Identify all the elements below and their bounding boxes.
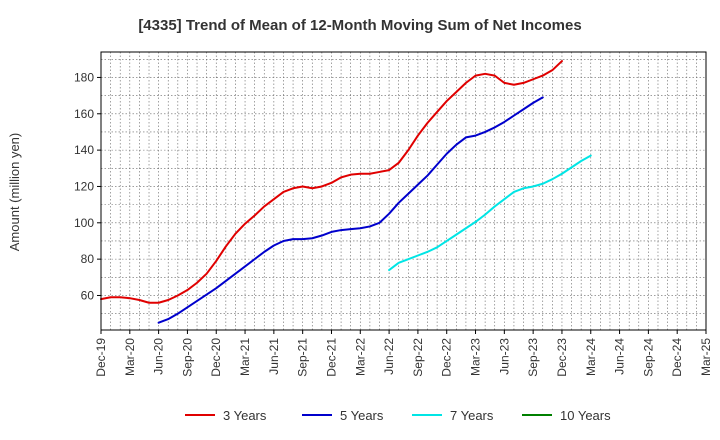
x-tick-label: Jun-22 bbox=[382, 338, 396, 375]
legend-label: 7 Years bbox=[450, 408, 494, 423]
x-tick-label: Mar-20 bbox=[123, 338, 137, 376]
series-line bbox=[157, 96, 544, 324]
x-tick-label: Dec-20 bbox=[209, 338, 223, 377]
y-tick-label: 140 bbox=[74, 143, 94, 157]
legend-label: 3 Years bbox=[223, 408, 267, 423]
plot-series bbox=[100, 60, 592, 324]
x-tick-label: Jun-21 bbox=[267, 338, 281, 375]
grid bbox=[100, 52, 707, 330]
x-tick-label: Sep-20 bbox=[180, 338, 194, 377]
x-axis-ticks: Dec-19 Mar-20 Jun-20 Sep-20 Dec-20 Mar-21 Jun-… bbox=[94, 330, 713, 377]
y-tick-label: 180 bbox=[74, 70, 94, 84]
y-axis-ticks: 60 80 100 120 140 160 180 bbox=[74, 70, 101, 302]
x-tick-label: Mar-23 bbox=[469, 338, 483, 376]
x-tick-label: Mar-25 bbox=[699, 338, 713, 376]
x-tick-label: Jun-23 bbox=[497, 338, 511, 375]
x-tick-label: Mar-22 bbox=[353, 338, 367, 376]
x-tick-label: Mar-24 bbox=[584, 338, 598, 376]
y-axis-label: Amount (million yen) bbox=[7, 133, 22, 252]
x-tick-label: Dec-21 bbox=[324, 338, 338, 377]
series-line bbox=[388, 154, 592, 272]
x-tick-label: Mar-21 bbox=[238, 338, 252, 376]
y-tick-label: 120 bbox=[74, 179, 94, 193]
y-tick-label: 80 bbox=[81, 252, 95, 266]
x-tick-label: Jun-24 bbox=[613, 338, 627, 375]
x-tick-label: Dec-22 bbox=[440, 338, 454, 377]
plot-frame bbox=[100, 51, 707, 331]
y-tick-label: 100 bbox=[74, 216, 94, 230]
y-tick-label: 160 bbox=[74, 107, 94, 121]
x-tick-label: Jun-20 bbox=[152, 338, 166, 375]
x-tick-label: Dec-23 bbox=[555, 338, 569, 377]
x-tick-label: Sep-21 bbox=[296, 338, 310, 377]
x-tick-label: Dec-24 bbox=[670, 338, 684, 377]
legend-label: 10 Years bbox=[560, 408, 611, 423]
legend-label: 5 Years bbox=[340, 408, 384, 423]
x-tick-label: Dec-19 bbox=[94, 338, 108, 377]
x-tick-label: Sep-22 bbox=[411, 338, 425, 377]
chart-title: [4335] Trend of Mean of 12-Month Moving … bbox=[138, 17, 581, 34]
series-line bbox=[100, 60, 563, 304]
legend: 3 Years 5 Years 7 Years 10 Years bbox=[185, 408, 611, 423]
y-tick-label: 60 bbox=[81, 288, 95, 302]
x-tick-label: Sep-23 bbox=[526, 338, 540, 377]
x-tick-label: Sep-24 bbox=[641, 338, 655, 377]
